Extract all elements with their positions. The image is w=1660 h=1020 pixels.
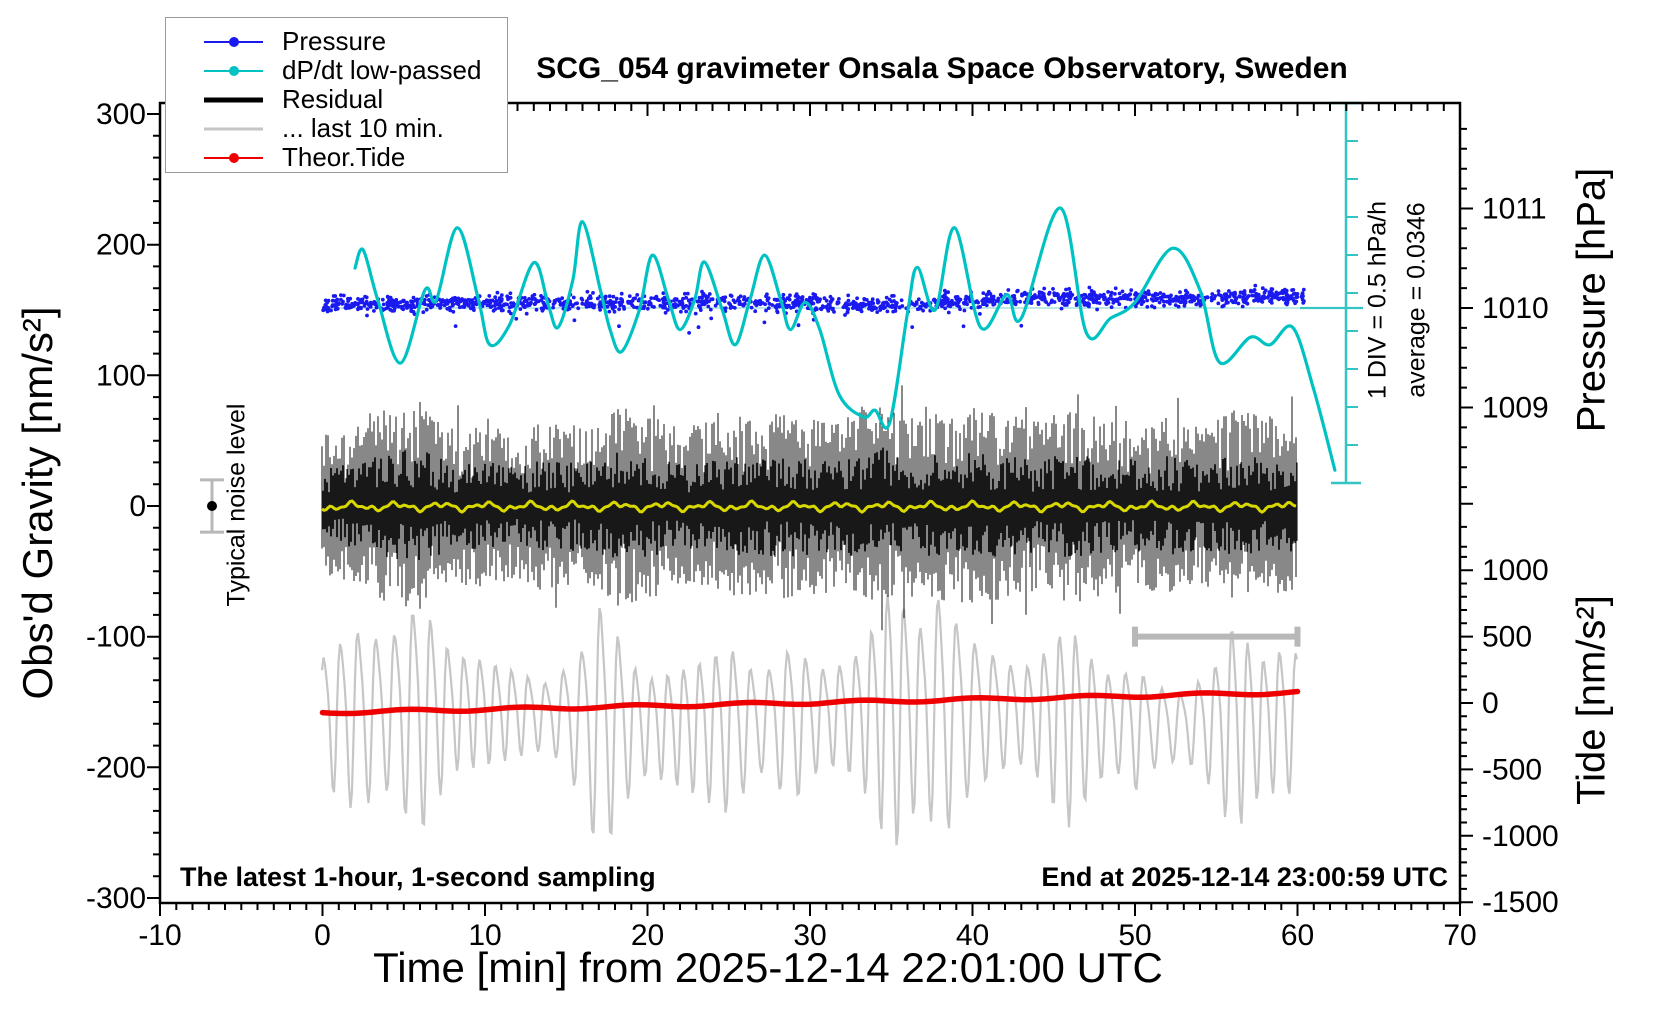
tide-tick-label: 0 (1482, 687, 1499, 720)
tide-tick-label: 500 (1482, 621, 1532, 654)
x-tick-label: 60 (1281, 919, 1314, 952)
gravity-tick-label: -100 (86, 621, 146, 654)
noise-marker-dot (207, 501, 217, 511)
x-tick-label: -10 (138, 919, 181, 952)
noise-level-annotation: Typical noise level (222, 403, 251, 607)
pressure-tick-label: 1011 (1482, 193, 1547, 226)
dpdt-series (353, 206, 1337, 472)
div-scale-annotation: 1 DIV = 0.5 hPa/h (1363, 200, 1392, 400)
sampling-note: The latest 1-hour, 1-second sampling (180, 862, 656, 892)
pressure-series (321, 283, 1306, 335)
pressure-tick-label: 1010 (1482, 292, 1549, 325)
y-axis-title-tide: Tide [nm/s²] (1569, 595, 1614, 805)
legend-marker-dot (228, 65, 239, 76)
gravity-tick-label: 0 (129, 490, 146, 523)
x-tick-label: 50 (1118, 919, 1151, 952)
legend-label: Theor.Tide (282, 141, 406, 172)
legend-marker-dot (228, 36, 239, 47)
tide-tick-label: -1500 (1482, 886, 1559, 919)
legend-item-dp-dt-low-passed: dP/dt low-passed (166, 54, 507, 85)
legend-label: Pressure (282, 25, 387, 56)
x-axis-title: Time [min] from 2025-12-14 22:01:00 UTC (373, 944, 1163, 991)
y-axis-title-gravity: Obs'd Gravity [nm/s²] (14, 306, 61, 700)
x-tick-label: 40 (956, 919, 989, 952)
gravity-tick-label: 300 (96, 98, 146, 131)
legend-item-residual: Residual (166, 83, 507, 114)
theor-tide-series (319, 688, 1301, 717)
residual-lowpass-series (321, 499, 1297, 514)
pressure-tick-label: 1009 (1482, 392, 1549, 425)
x-tick-label: 30 (793, 919, 826, 952)
gravity-tick-label: -300 (86, 882, 146, 915)
legend-item--last-10-min-: ... last 10 min. (166, 112, 507, 143)
x-tick-label: 10 (468, 919, 501, 952)
gravity-tick-label: -200 (86, 751, 146, 784)
average-annotation: average = 0.0346 (1402, 202, 1431, 398)
tide-tick-label: -1000 (1482, 820, 1559, 853)
x-tick-label: 0 (314, 919, 331, 952)
legend-label: ... last 10 min. (282, 112, 444, 143)
legend-marker-dot (228, 152, 239, 163)
legend-box: Pressure dP/dt low-passed Residual... last… (165, 17, 508, 173)
legend-item-pressure: Pressure (166, 25, 507, 56)
chart-title: SCG_054 gravimeter Onsala Space Observat… (536, 52, 1348, 85)
x-tick-label: 20 (631, 919, 664, 952)
last-10-min-series (320, 594, 1299, 846)
gravity-tick-label: 200 (96, 229, 146, 262)
tide-tick-label: 1000 (1482, 554, 1549, 587)
tide-tick-label: -500 (1482, 753, 1542, 786)
legend-item-theor-tide: Theor.Tide (166, 141, 507, 172)
end-time-note: End at 2025-12-14 23:00:59 UTC (1041, 862, 1448, 892)
legend-label: Residual (282, 83, 384, 114)
y-axis-title-pressure: Pressure [hPa] (1569, 167, 1614, 433)
x-tick-label: 70 (1443, 919, 1476, 952)
legend-label: dP/dt low-passed (282, 54, 482, 85)
gravity-tick-label: 100 (96, 359, 146, 392)
